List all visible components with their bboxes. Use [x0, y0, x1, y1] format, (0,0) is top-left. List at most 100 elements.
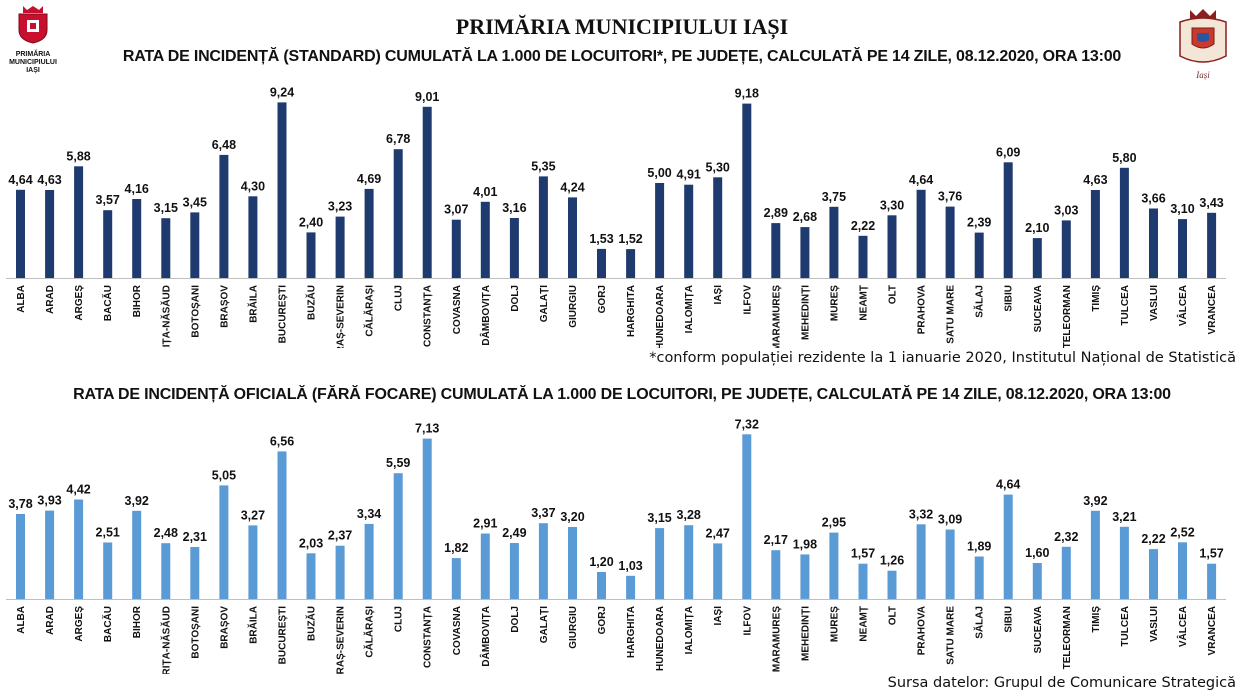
bar-neamț — [858, 235, 868, 278]
chart2-title: RATA DE INCIDENȚĂ OFICIALĂ (FĂRĂ FOCARE)… — [73, 386, 1171, 403]
value-label: 5,00 — [647, 166, 671, 180]
category-label: MEHEDINȚI — [800, 606, 811, 661]
bar-arad — [45, 190, 55, 278]
category-label: CLUJ — [394, 285, 405, 311]
value-label: 2,22 — [1141, 532, 1165, 546]
bar-teleorman — [1061, 546, 1071, 599]
bar-vrancea — [1207, 212, 1217, 278]
category-label: BOTOȘANI — [190, 285, 201, 338]
category-label: HARGHITA — [626, 285, 637, 337]
bar-constanța — [422, 438, 432, 599]
bar-cluj — [393, 473, 403, 599]
bar-dâmbovița — [480, 533, 490, 599]
value-label: 5,59 — [386, 456, 410, 470]
value-label: 3,57 — [96, 193, 120, 207]
bar-tulcea — [1119, 526, 1129, 599]
value-label: 5,05 — [212, 468, 236, 482]
category-label: BRAȘOV — [219, 606, 230, 649]
value-label: 2,39 — [967, 216, 991, 230]
category-label: VÂLCEA — [1176, 606, 1189, 647]
bar-bacău — [103, 542, 113, 599]
iasi-crest-logo: Iași — [1174, 6, 1232, 80]
bar-hunedoara — [655, 183, 665, 278]
category-label: BRAȘOV — [219, 285, 230, 328]
bar-mehedinți — [800, 227, 810, 278]
bar-brașov — [219, 154, 229, 278]
value-label: 6,78 — [386, 132, 410, 146]
bar-mureș — [829, 532, 839, 599]
category-label: BUCUREȘTI — [278, 606, 289, 665]
value-label: 6,48 — [212, 138, 236, 152]
value-label: 2,37 — [328, 529, 352, 543]
category-label: MEHEDINȚI — [800, 285, 811, 340]
value-label: 3,07 — [444, 203, 468, 217]
category-label: TELEORMAN — [1062, 606, 1073, 669]
bar-vrancea — [1207, 563, 1217, 599]
bar-giurgiu — [568, 197, 577, 278]
category-label: NEAMȚ — [859, 285, 870, 321]
value-label: 3,32 — [909, 507, 933, 521]
value-label: 3,20 — [560, 510, 584, 524]
value-label: 4,63 — [1083, 173, 1107, 187]
value-label: 2,48 — [154, 526, 178, 540]
category-label: TULCEA — [1120, 285, 1131, 326]
bar-mureș — [829, 206, 839, 279]
value-label: 4,63 — [37, 173, 61, 187]
bar-maramureș — [771, 223, 781, 278]
value-label: 3,76 — [938, 190, 962, 204]
city-hall-logo: PRIMĂRIA MUNICIPIULUI IAȘI — [6, 4, 60, 75]
bar-hunedoara — [655, 528, 665, 599]
category-label: BACĂU — [101, 285, 114, 321]
value-label: 1,03 — [618, 559, 642, 573]
value-label: 3,93 — [37, 494, 61, 508]
chart2-source-note: Sursa datelor: Grupul de Comunicare Stra… — [887, 675, 1236, 691]
value-label: 3,92 — [125, 494, 149, 508]
value-label: 1,53 — [589, 232, 613, 246]
category-label: CONSTANȚA — [423, 606, 434, 668]
category-label: IAȘI — [713, 606, 724, 626]
bar-bihor — [132, 510, 142, 599]
bar-giurgiu — [568, 527, 577, 599]
value-label: 3,45 — [183, 195, 207, 209]
chart2-bar-chart: 3,78 ALBA 3,93 ARAD 4,42 ARGEȘ 2,51 BACĂU 3,92 BI… — [6, 418, 1227, 674]
bar-brăila — [248, 525, 258, 599]
bar-harghita — [626, 575, 636, 599]
bar-suceava — [1032, 238, 1042, 278]
value-label: 4,64 — [909, 173, 933, 187]
category-label: BACĂU — [101, 606, 114, 642]
value-label: 4,24 — [560, 180, 584, 194]
bar-ialomița — [684, 184, 694, 278]
bar-brașov — [219, 485, 229, 599]
value-label: 2,31 — [183, 530, 207, 544]
crest-caption: Iași — [1196, 70, 1210, 80]
bar-olt — [887, 570, 897, 600]
value-label: 7,13 — [415, 422, 439, 436]
bar-sălaj — [974, 232, 984, 278]
bar-botoșani — [190, 547, 200, 599]
bar-vâlcea — [1178, 219, 1187, 278]
value-label: 9,01 — [415, 90, 439, 104]
bar-argeș — [74, 499, 84, 599]
category-label: SUCEAVA — [1033, 285, 1044, 332]
bar-bacău — [103, 210, 113, 278]
value-label: 3,09 — [938, 513, 962, 527]
value-label: 1,26 — [880, 554, 904, 568]
value-label: 3,10 — [1170, 202, 1194, 216]
category-label: COVASNA — [452, 606, 463, 655]
category-label: GIURGIU — [568, 606, 579, 649]
category-label: BUCUREȘTI — [278, 285, 289, 344]
bar-harghita — [626, 249, 636, 278]
value-label: 1,57 — [851, 547, 875, 561]
category-label: BOTOȘANI — [190, 606, 201, 659]
bar-dolj — [509, 218, 519, 278]
coat-of-arms-icon — [18, 6, 48, 44]
value-label: 1,57 — [1199, 547, 1223, 561]
value-label: 4,64 — [996, 478, 1020, 492]
value-label: 2,89 — [764, 206, 788, 220]
value-label: 4,01 — [473, 185, 497, 199]
bar-satu mare — [945, 206, 955, 278]
crest-icon — [1179, 9, 1227, 63]
category-label: GORJ — [597, 606, 608, 634]
value-label: 3,92 — [1083, 494, 1107, 508]
